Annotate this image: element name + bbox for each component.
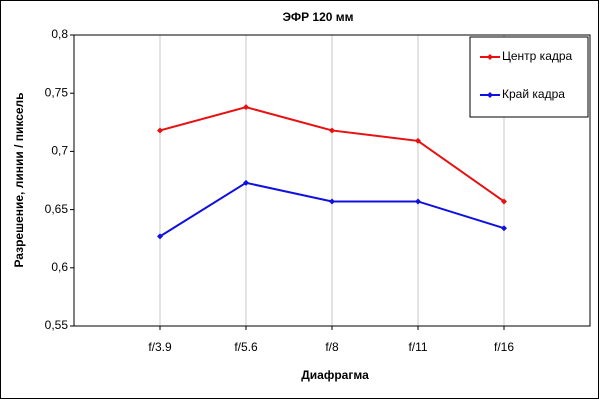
x-tick-label: f/3.9: [148, 340, 172, 354]
legend-marker: [487, 92, 493, 98]
y-tick-label: 0,7: [51, 144, 68, 158]
legend-box: [469, 36, 589, 118]
x-tick-label: f/11: [408, 340, 427, 354]
y-tick-label: 0,65: [45, 202, 69, 216]
chart-title: ЭФР 120 мм: [282, 10, 353, 24]
legend-label: Центр кадра: [502, 49, 573, 63]
x-tick-label: f/5.6: [234, 340, 258, 354]
data-point: [415, 137, 421, 144]
x-tick-label: f/16: [494, 340, 514, 354]
legend-marker: [487, 54, 493, 60]
data-point: [501, 198, 507, 205]
x-axis-label: Диафрагма: [301, 368, 369, 382]
y-tick-label: 0,6: [51, 260, 68, 274]
y-tick-label: 0,55: [45, 318, 69, 332]
y-tick-label: 0,75: [45, 85, 69, 99]
y-tick-label: 0,8: [51, 27, 68, 41]
data-point: [157, 127, 163, 134]
data-point: [329, 198, 335, 205]
y-axis-label: Разрешение, линии / пиксель: [12, 92, 26, 267]
data-point: [157, 233, 163, 240]
legend-label: Край кадра: [502, 87, 565, 101]
data-point: [243, 179, 249, 186]
x-tick-label: f/8: [325, 340, 339, 354]
plot-area: [73, 34, 591, 327]
data-point: [501, 225, 507, 232]
data-point: [243, 104, 249, 111]
data-point: [415, 198, 421, 205]
data-point: [329, 127, 335, 134]
